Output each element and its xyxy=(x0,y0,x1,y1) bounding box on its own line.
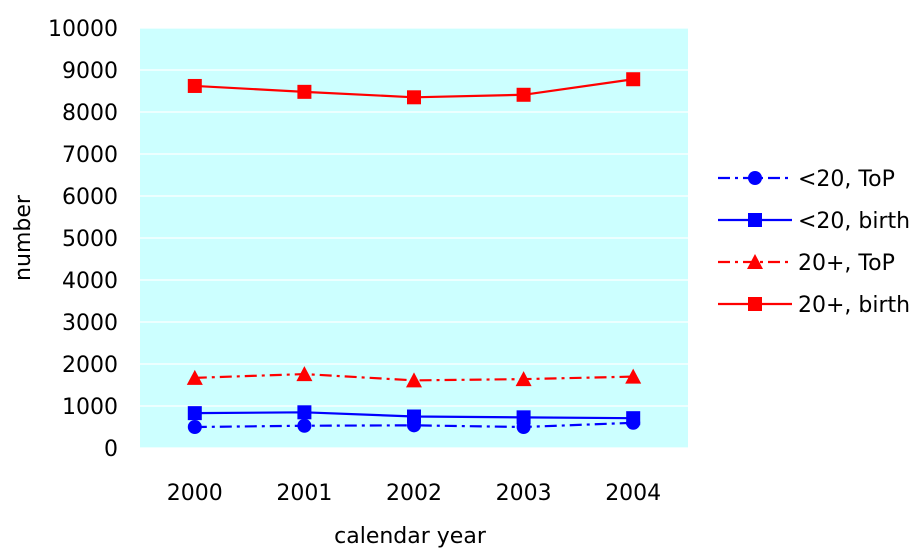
y-tick-label: 9000 xyxy=(62,59,118,84)
data-point xyxy=(297,405,312,420)
y-tick-label: 1000 xyxy=(62,395,118,420)
data-point xyxy=(297,418,312,433)
y-axis-title: number xyxy=(11,194,36,281)
data-point xyxy=(407,90,421,105)
data-point xyxy=(187,78,202,93)
data-point xyxy=(515,371,532,387)
legend: <20, ToP <20, birth 20+, ToP 20+, birth xyxy=(718,167,910,318)
y-tick-label: 5000 xyxy=(62,227,118,252)
y-tick-label: 2000 xyxy=(62,353,118,378)
y-tick-label: 8000 xyxy=(62,101,118,126)
data-point xyxy=(516,410,531,425)
x-tick-label: 2003 xyxy=(496,481,552,506)
legend-item: <20, ToP xyxy=(718,167,895,192)
series-2 xyxy=(187,405,641,426)
data-point xyxy=(626,72,641,87)
y-tick-label: 7000 xyxy=(62,143,118,168)
legend-item: 20+, birth xyxy=(718,293,910,318)
legend-label: 20+, ToP xyxy=(798,251,895,276)
series-3 xyxy=(186,366,642,388)
legend-marker xyxy=(747,254,763,269)
data-point xyxy=(406,372,422,388)
gridlines xyxy=(140,27,688,449)
data-point xyxy=(187,420,202,434)
legend-label: <20, birth xyxy=(798,209,910,234)
legend-label: <20, ToP xyxy=(798,167,895,192)
data-point xyxy=(626,411,641,426)
y-tick-label: 10000 xyxy=(48,17,118,42)
data-point xyxy=(625,368,642,384)
x-axis-title: calendar year xyxy=(334,524,487,548)
data-point xyxy=(297,84,312,99)
x-tick-label: 2001 xyxy=(276,481,332,506)
data-point xyxy=(187,406,202,421)
legend-label: 20+, birth xyxy=(798,293,910,318)
x-axis-tick-labels: 2000 2001 2002 2003 2004 xyxy=(167,481,661,506)
data-point xyxy=(407,409,421,424)
legend-marker xyxy=(748,297,762,311)
y-tick-label: 4000 xyxy=(62,269,118,294)
y-tick-label: 0 xyxy=(104,437,118,462)
x-tick-label: 2002 xyxy=(386,481,442,506)
data-point xyxy=(296,366,313,382)
legend-item: 20+, ToP xyxy=(718,251,895,276)
series-4 xyxy=(187,72,641,105)
y-tick-label: 3000 xyxy=(62,311,118,336)
x-tick-label: 2004 xyxy=(605,481,661,506)
data-point xyxy=(516,87,531,102)
legend-marker xyxy=(748,213,762,227)
y-tick-label: 6000 xyxy=(62,185,118,210)
legend-item: <20, birth xyxy=(718,209,910,234)
data-point xyxy=(186,369,203,385)
x-tick-label: 2000 xyxy=(167,481,223,506)
legend-marker xyxy=(748,171,762,185)
series-layer xyxy=(186,72,642,434)
y-axis-tick-labels: 0 1000 2000 3000 4000 5000 6000 7000 8000 9000 100… xyxy=(48,17,118,462)
